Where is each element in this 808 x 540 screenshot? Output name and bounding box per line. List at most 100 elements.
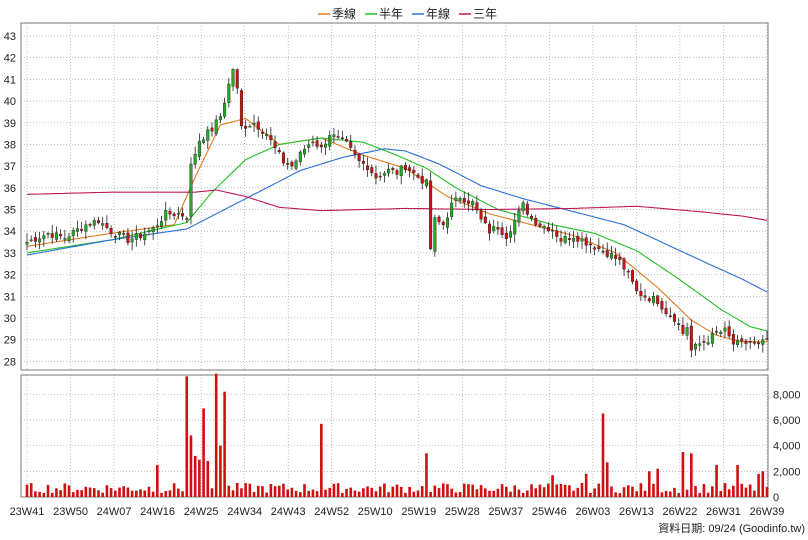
volume-bar — [479, 485, 483, 497]
price-tick-label: 29 — [4, 335, 16, 347]
volume-bar — [67, 485, 71, 497]
candle-body — [588, 243, 592, 246]
candle-body — [84, 224, 88, 232]
volume-bar — [622, 487, 626, 497]
candle-body — [651, 296, 655, 303]
candle-body — [168, 210, 172, 215]
volume-bar — [441, 483, 445, 497]
volume-bar — [517, 489, 521, 497]
candle-body — [345, 139, 349, 142]
volume-bar — [647, 471, 651, 497]
candle-body — [63, 238, 67, 240]
candle-body — [277, 150, 281, 153]
volume-bar — [706, 492, 710, 497]
volume-bar — [223, 391, 226, 497]
candle-body — [513, 219, 517, 235]
candle-body — [765, 338, 769, 340]
candle-body — [403, 165, 407, 171]
volume-bar — [324, 489, 327, 497]
candle-body — [189, 163, 193, 217]
volume-bar — [126, 487, 130, 497]
volume-bar — [664, 490, 668, 497]
candle-body — [218, 116, 222, 121]
candle-body — [441, 221, 445, 226]
x-tick-label: 24W43 — [271, 506, 306, 518]
price-tick-label: 39 — [4, 118, 16, 130]
legend-entry: 季線 — [332, 6, 356, 21]
volume-bar — [168, 490, 172, 497]
candle-body — [122, 233, 126, 235]
x-tick-label: 26W03 — [575, 506, 610, 518]
candle-body — [223, 102, 227, 117]
candle-body — [353, 149, 357, 155]
volume-bar — [290, 487, 294, 497]
volume-bar — [639, 483, 643, 497]
candle-body — [134, 233, 138, 240]
volume-bar — [366, 486, 369, 497]
volume-bar — [328, 487, 332, 497]
candle-body — [269, 135, 273, 141]
volume-bar — [584, 473, 588, 497]
price-tick-label: 36 — [4, 183, 16, 195]
volume-bar — [618, 493, 622, 497]
candle-body — [509, 231, 513, 238]
candle-body — [311, 141, 315, 144]
price-grid — [21, 23, 768, 370]
volume-bar — [568, 485, 571, 497]
volume-panel-frame — [20, 374, 769, 498]
volume-bar — [219, 445, 222, 497]
candle-body — [664, 308, 668, 315]
volume-bar — [483, 488, 487, 497]
candle-body — [635, 280, 639, 292]
volume-bar — [534, 488, 538, 497]
candle-body — [231, 69, 235, 87]
volume-bar — [454, 492, 458, 497]
price-panel-frame — [20, 22, 769, 371]
volume-tick-label: 0 — [773, 492, 779, 504]
candle-body — [25, 241, 29, 245]
volume-bar — [559, 484, 563, 497]
volume-bar — [538, 484, 542, 497]
volume-bar — [610, 486, 613, 497]
volume-bar — [690, 453, 693, 497]
candle-body — [450, 202, 454, 217]
candle-body — [113, 235, 117, 238]
candle-body — [580, 238, 584, 242]
candle-body — [96, 220, 100, 224]
candle-body — [260, 131, 264, 134]
volume-bar — [727, 489, 731, 497]
volume-bar — [55, 488, 58, 497]
candle-body — [731, 333, 735, 345]
volume-bar — [505, 486, 508, 497]
candle-body — [290, 161, 294, 167]
volume-bar — [34, 491, 37, 497]
volume-bar — [25, 484, 29, 497]
volume-bar — [76, 489, 79, 497]
candle-body — [757, 342, 761, 345]
volume-bar — [261, 486, 264, 497]
candle-body — [46, 233, 50, 235]
candle-body — [567, 238, 571, 240]
candle-body — [71, 230, 75, 237]
volume-bar — [433, 485, 437, 497]
volume-bar — [50, 492, 54, 497]
volume-bar — [673, 487, 676, 497]
volume-bar — [273, 486, 277, 497]
volume-bar — [151, 491, 155, 497]
candle-body — [538, 223, 542, 227]
candle-body — [551, 229, 555, 232]
candle-body — [139, 233, 143, 239]
candle-body — [639, 291, 643, 297]
volume-bar — [711, 486, 714, 497]
volume-bar — [555, 484, 559, 497]
volume-bar — [349, 487, 353, 497]
candle-body — [643, 295, 647, 298]
candle-body — [387, 168, 391, 174]
price-tick-label: 42 — [4, 53, 16, 65]
volume-bar — [160, 492, 163, 497]
volume-bar — [130, 490, 134, 497]
ma-line-ma_3y — [26, 189, 768, 221]
volume-bar — [92, 488, 96, 497]
volume-bar — [256, 485, 260, 497]
volume-bars — [25, 373, 769, 497]
